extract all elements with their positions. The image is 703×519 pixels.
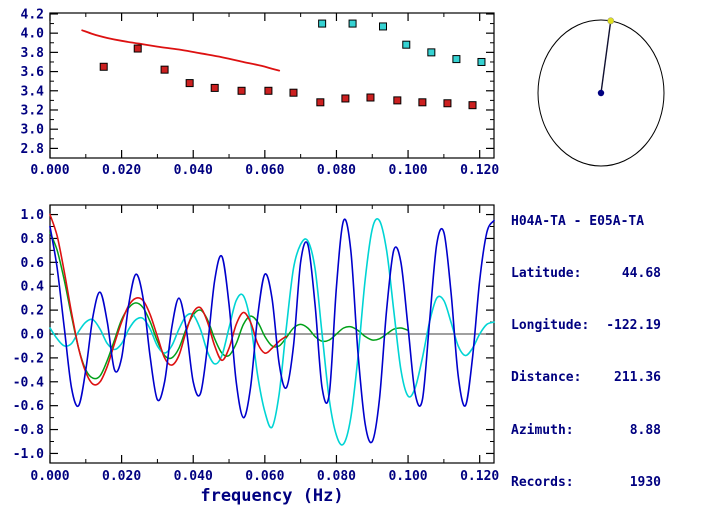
svg-text:0.8: 0.8 (21, 232, 45, 247)
latitude-value: 44.68 (621, 266, 661, 282)
distance-label: Distance: (511, 370, 582, 386)
svg-text:0.020: 0.020 (102, 469, 141, 484)
svg-text:0.100: 0.100 (388, 163, 427, 178)
svg-text:-0.2: -0.2 (13, 351, 44, 366)
latitude-label: Latitude: (511, 266, 582, 282)
dispersion-plot: 0.000 0.020 0.040 0.060 0.080 0.100 0.120 2.8 3.… (21, 7, 500, 178)
svg-text:0.6: 0.6 (21, 256, 45, 271)
records-value: 1930 (629, 474, 661, 490)
svg-text:4.2: 4.2 (21, 7, 44, 22)
info-row-longitude: Longitude: -122.19 (511, 317, 697, 334)
svg-text:0.100: 0.100 (388, 469, 427, 484)
distance-value: 211.36 (614, 370, 661, 386)
svg-text:-0.6: -0.6 (13, 399, 44, 414)
svg-text:3.8: 3.8 (21, 46, 45, 61)
station-pair-info: H04A-TA - E05A-TA Latitude: 44.68 Longit… (511, 178, 697, 509)
info-row-records: Records: 1930 (511, 474, 697, 491)
info-row-latitude: Latitude: 44.68 (511, 265, 697, 282)
azimuth-dial-plot (537, 17, 665, 167)
svg-text:0.060: 0.060 (245, 469, 284, 484)
svg-text:0.060: 0.060 (245, 163, 284, 178)
svg-text:0.000: 0.000 (30, 163, 69, 178)
waveform-panel: 0.000 0.020 0.040 0.060 0.080 0.100 0.120 -1.0 -… (0, 195, 503, 499)
dispersion-panel: 0.000 0.020 0.040 0.060 0.080 0.100 0.120 2.8 3.… (0, 0, 503, 196)
svg-text:2.8: 2.8 (21, 142, 45, 157)
svg-text:-0.4: -0.4 (13, 375, 44, 390)
azimuth-dial (508, 8, 703, 184)
svg-text:1.0: 1.0 (21, 208, 45, 223)
svg-text:0.080: 0.080 (317, 163, 356, 178)
svg-text:0.120: 0.120 (460, 163, 499, 178)
svg-text:3.2: 3.2 (21, 103, 44, 118)
svg-text:0.020: 0.020 (102, 163, 141, 178)
svg-text:-1.0: -1.0 (13, 447, 44, 462)
waveform-plot: 0.000 0.020 0.040 0.060 0.080 0.100 0.120 -1.0 -… (13, 204, 499, 484)
svg-text:0.040: 0.040 (174, 469, 213, 484)
svg-text:0.000: 0.000 (30, 469, 69, 484)
svg-text:0.4: 0.4 (21, 280, 45, 295)
info-row-distance: Distance: 211.36 (511, 369, 697, 386)
station-pair-title: H04A-TA - E05A-TA (511, 213, 645, 229)
svg-text:3.6: 3.6 (21, 65, 45, 80)
longitude-label: Longitude: (511, 318, 590, 334)
records-label: Records: (511, 474, 574, 490)
svg-text:0.2: 0.2 (21, 304, 44, 319)
longitude-value: -122.19 (606, 318, 661, 334)
svg-text:0.040: 0.040 (174, 163, 213, 178)
svg-text:3.4: 3.4 (21, 84, 45, 99)
azimuth-value: 8.88 (629, 422, 661, 438)
svg-text:-0.8: -0.8 (13, 423, 44, 438)
info-row-azimuth: Azimuth: 8.88 (511, 422, 697, 439)
svg-text:0.0: 0.0 (21, 328, 45, 343)
svg-text:0.080: 0.080 (317, 469, 356, 484)
x-axis-title: frequency (Hz) (200, 486, 344, 506)
svg-text:4.0: 4.0 (21, 27, 45, 42)
azimuth-label: Azimuth: (511, 422, 574, 438)
svg-text:3.0: 3.0 (21, 123, 45, 138)
svg-text:0.120: 0.120 (460, 469, 499, 484)
